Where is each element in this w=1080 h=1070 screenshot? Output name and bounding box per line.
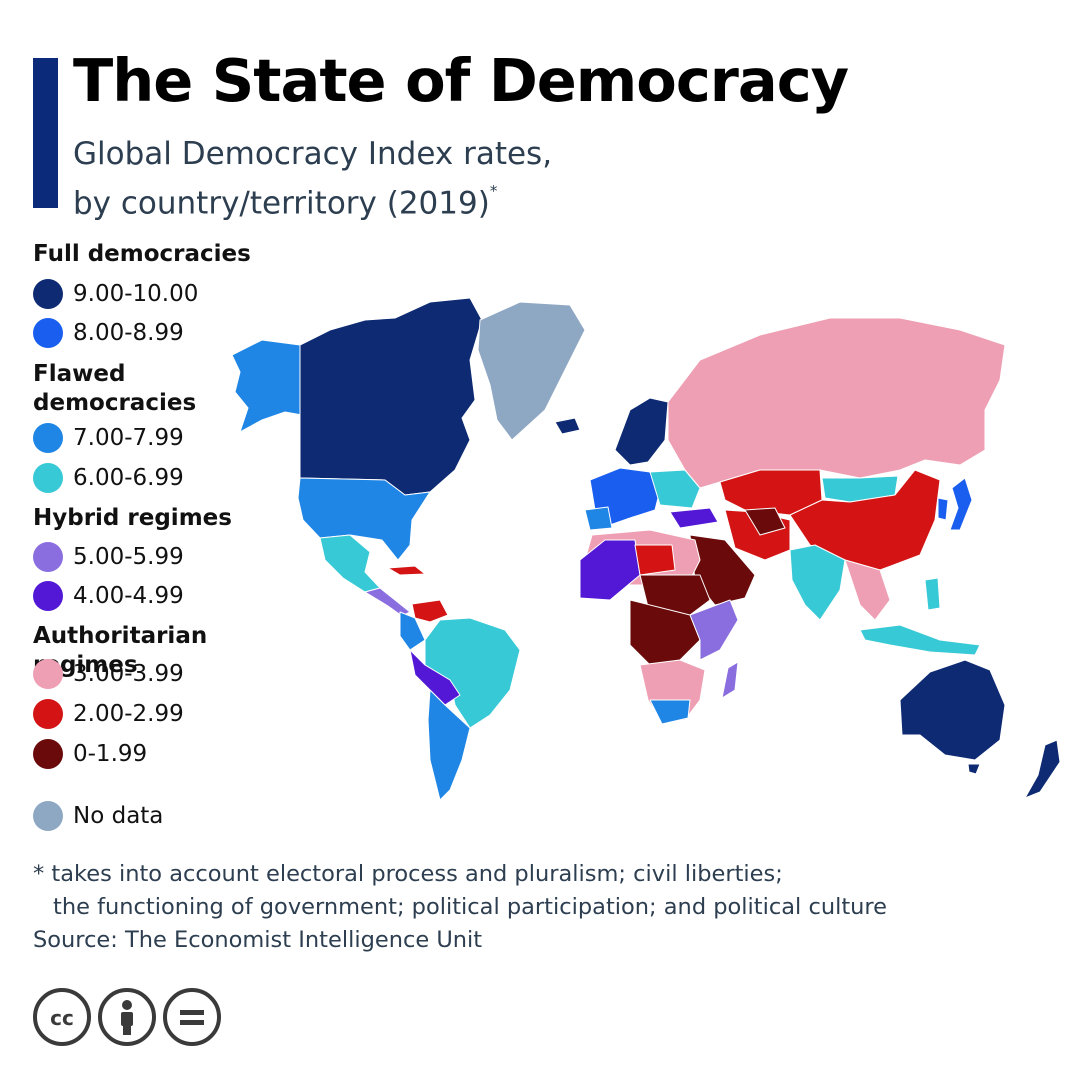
- region-east-africa: [689, 599, 739, 661]
- region-canada: [299, 297, 483, 496]
- region-korea: [937, 497, 949, 521]
- region-mexico: [319, 534, 381, 593]
- legend-label: 0-1.99: [73, 741, 148, 767]
- region-eastern-europe: [649, 469, 701, 509]
- legend-item-no-data: No data: [33, 801, 163, 831]
- legend-label: 9.00-10.00: [73, 281, 199, 307]
- page-subtitle: Global Democracy Index rates, by country…: [73, 133, 552, 225]
- legend-label: 7.00-7.99: [73, 425, 184, 451]
- legend-group-full-democracies: Full democracies: [33, 241, 251, 267]
- region-greenland: [477, 301, 586, 441]
- svg-text:cc: cc: [50, 1006, 74, 1030]
- region-philippines: [924, 577, 941, 611]
- legend-label: 3.00-3.99: [73, 661, 184, 687]
- region-brazil: [424, 617, 521, 729]
- region-turkey: [669, 507, 719, 529]
- footnote-line-1: * takes into account electoral process a…: [33, 861, 783, 887]
- legend-item: 8.00-8.99: [33, 318, 184, 348]
- legend-item: 4.00-4.99: [33, 581, 184, 611]
- legend-label: 4.00-4.99: [73, 583, 184, 609]
- title-accent-bar: [33, 58, 58, 208]
- footnote: * takes into account electoral process a…: [33, 858, 887, 957]
- subtitle-line-1: Global Democracy Index rates,: [73, 136, 553, 172]
- subtitle-line-2: by country/territory (2019): [73, 185, 490, 222]
- region-tasmania: [967, 763, 981, 775]
- region-cuba: [387, 565, 426, 576]
- legend-swatch: [33, 423, 63, 453]
- legend-item: 0-1.99: [33, 739, 147, 769]
- no-derivatives-icon: [163, 988, 221, 1046]
- region-scandinavia: [614, 397, 669, 466]
- world-map: [231, 297, 1061, 801]
- region-venezuela: [411, 599, 449, 623]
- legend-label: 5.00-5.99: [73, 544, 184, 570]
- region-usa: [297, 477, 431, 561]
- legend-swatch: [33, 659, 63, 689]
- creative-commons-icon: cc: [33, 988, 91, 1046]
- legend-label: 2.00-2.99: [73, 701, 184, 727]
- region-bolivia: [409, 649, 461, 706]
- region-southern-cone: [427, 689, 471, 801]
- legend-swatch: [33, 279, 63, 309]
- region-alaska: [231, 339, 303, 433]
- legend-item: 2.00-2.99: [33, 699, 184, 729]
- legend-swatch: [33, 699, 63, 729]
- region-central-america: [364, 587, 411, 617]
- region-new-zealand: [1024, 739, 1061, 799]
- footnote-line-2: the functioning of government; political…: [53, 894, 888, 920]
- legend-item: 5.00-5.99: [33, 542, 184, 572]
- legend-swatch: [33, 542, 63, 572]
- legend-item: 6.00-6.99: [33, 463, 184, 493]
- legend-swatch: [33, 801, 63, 831]
- region-india: [789, 544, 846, 621]
- page-title: The State of Democracy: [73, 46, 849, 115]
- region-se-asia: [844, 559, 891, 621]
- legend-swatch: [33, 739, 63, 769]
- region-russia: [667, 317, 1006, 489]
- legend-swatch: [33, 318, 63, 348]
- region-indonesia: [859, 624, 981, 656]
- region-iceland: [554, 417, 581, 435]
- legend-label: 6.00-6.99: [73, 465, 184, 491]
- legend-group-flawed-democracies: Flawed democracies: [33, 361, 197, 416]
- region-afghanistan: [744, 507, 786, 536]
- legend-item: 7.00-7.99: [33, 423, 184, 453]
- region-south-africa: [649, 699, 691, 725]
- legend-group-hybrid-regimes: Hybrid regimes: [33, 505, 232, 531]
- region-libya: [634, 544, 676, 576]
- legend-label: 8.00-8.99: [73, 320, 184, 346]
- region-colombia: [399, 611, 426, 651]
- region-madagascar: [721, 661, 739, 699]
- legend-item: 9.00-10.00: [33, 279, 198, 309]
- legend-swatch: [33, 581, 63, 611]
- legend-swatch: [33, 463, 63, 493]
- source-line: Source: The Economist Intelligence Unit: [33, 927, 483, 953]
- subtitle-footnote-mark: *: [489, 182, 498, 200]
- region-japan: [949, 477, 973, 531]
- region-iberia: [584, 506, 613, 531]
- attribution-icon: [98, 988, 156, 1046]
- region-australia: [899, 659, 1006, 761]
- legend-label: No data: [73, 803, 164, 829]
- legend-item: 3.00-3.99: [33, 659, 184, 689]
